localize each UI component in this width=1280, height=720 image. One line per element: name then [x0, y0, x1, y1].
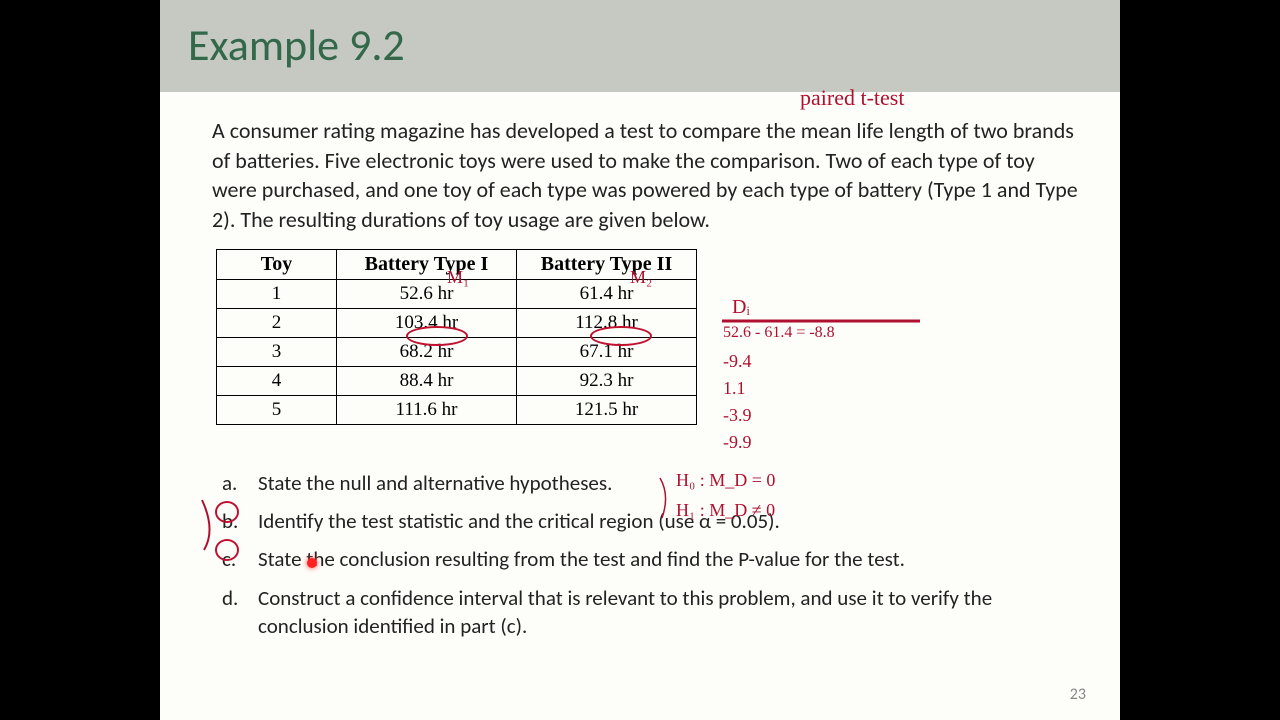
circle-b	[215, 539, 239, 561]
slide-title: Example 9.2	[188, 18, 1092, 72]
annot-diff3: 1.1	[723, 378, 746, 399]
annot-h0: H₀ : Μ_D = 0	[676, 470, 775, 491]
question-d: d. Construct a confidence interval that …	[222, 584, 1080, 641]
question-list: a. State the null and alternative hypoth…	[212, 469, 1080, 641]
title-bar: Example 9.2	[160, 0, 1120, 92]
slide-content: A consumer rating magazine has developed…	[160, 92, 1120, 640]
col-type2: Battery Type II	[517, 249, 697, 279]
table-row: 4 88.4 hr 92.3 hr	[217, 366, 697, 395]
annot-mu1: Μ₁	[447, 267, 469, 288]
annot-h1: H₁ : Μ_D ≠ 0	[676, 500, 775, 521]
table-row: 5 111.6 hr 121.5 hr	[217, 395, 697, 424]
col-type1: Battery Type I	[337, 249, 517, 279]
annot-mu2: Μ₂	[630, 267, 652, 288]
laser-pointer	[307, 558, 317, 568]
annot-paired: paired t-test	[800, 85, 904, 111]
page-number: 23	[1070, 685, 1086, 704]
circle-a	[215, 501, 239, 523]
circle-value1	[406, 326, 468, 346]
annot-di: Dᵢ	[732, 296, 750, 319]
annot-diff2: -9.4	[723, 351, 752, 372]
col-toy: Toy	[217, 249, 337, 279]
annot-diff4: -3.9	[723, 405, 752, 426]
annot-diff5: -9.9	[723, 432, 752, 453]
question-a: a. State the null and alternative hypoth…	[222, 469, 1080, 497]
body-paragraph: A consumer rating magazine has developed…	[212, 116, 1080, 235]
question-c: c. State the conclusion resulting from t…	[222, 545, 1080, 573]
question-b: b. Identify the test statistic and the c…	[222, 507, 1080, 535]
circle-value2	[590, 326, 652, 346]
slide: Example 9.2 A consumer rating magazine h…	[160, 0, 1120, 720]
annot-diff1: 52.6 - 61.4 = -8.8	[723, 324, 835, 342]
